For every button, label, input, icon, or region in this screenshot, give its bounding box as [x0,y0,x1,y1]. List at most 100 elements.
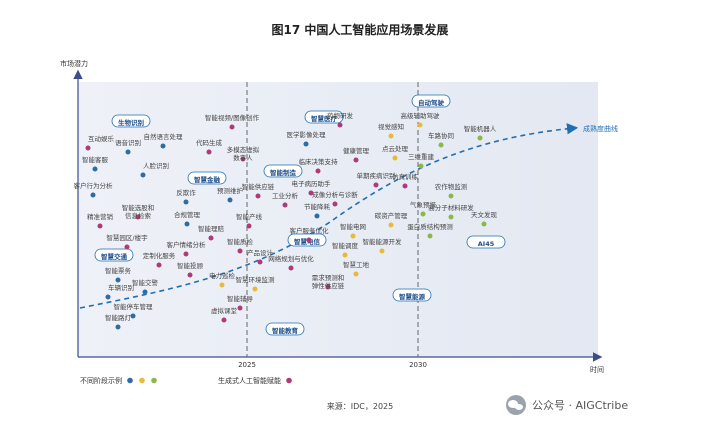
scenario-dot [314,213,320,219]
cluster-badge: 智能制造 [263,164,303,178]
scenario-dot [402,183,408,189]
watermark: 公众号 · AIGCtribe [506,395,628,415]
scenario-label: 网络规划与优化 [268,254,314,263]
cluster-label: AI45 [478,240,495,248]
scenario-dot [184,221,190,227]
cluster-badge-bg [111,114,151,128]
scenario-label: 三维重建 [408,152,435,161]
scenario-label: 智能票务 [105,266,132,275]
scenario-dot [115,277,121,283]
scenario-label: 健康管理 [343,146,370,155]
scenario-dot [206,149,212,155]
scenario-label: 高级辅助驾驶 [401,111,441,120]
scenario-label: 智慧工地 [343,260,370,269]
scenario-dot [438,142,444,148]
watermark-text: 公众号 · AIGCtribe [532,399,629,412]
cluster-badge-bg [466,235,506,249]
scenario-label: 客户服务优化 [290,226,330,235]
scenario-dot [221,317,227,323]
cluster-badge-bg [411,94,451,108]
scenario-label: 智能视频/图像创作 [205,113,260,122]
x-axis-label: 时间 [590,365,604,374]
scenario-dot [246,223,252,229]
cluster-badge-bg [94,248,134,262]
cluster-label: 智慧交通 [101,252,128,261]
scenario-label: 点云处理 [382,144,409,153]
scenario-label: 智慧环境监测 [236,275,276,284]
scenario-dot [288,265,294,271]
maturity-curve [79,123,579,309]
scenario-label: 成像分析与诊断 [312,190,358,199]
scenario-dot [255,193,261,199]
cluster-label: 自动驾驶 [418,98,445,107]
scenario-label: 智能供应链 [242,182,275,191]
scenario-label: 智能路灯 [105,313,132,322]
scenario-dot [252,286,258,292]
scenario-dot [90,192,96,198]
scenario-label: 气象预报 [410,200,437,209]
scenario-dot [379,248,385,254]
scenario-dot [229,124,235,130]
legend-swatch [286,377,292,384]
chart-title: 图17 中国人工智能应用场景发展 [272,22,449,37]
wechat-icon [506,395,526,415]
scenario-label: 预测维护 [217,186,243,195]
scenario-label: 电力巡检 [209,271,236,280]
legend-swatch [127,377,133,384]
scenario-dot [337,122,343,128]
scenario-label: 智能理赔 [198,224,225,233]
scenario-dot [92,166,98,172]
scenario-label: 智能机器人 [464,124,497,133]
scenario-dot [140,172,146,178]
cluster-badge: 生物识别 [111,114,151,128]
x-tick-2030: 2030 [409,361,427,369]
cluster-label: 智慧金融 [194,175,221,184]
scenario-label: 农作物监测 [435,182,468,191]
cluster-badge: 智能教育 [265,322,305,336]
scenario-label: 智能投顾 [177,261,204,270]
legend: 不同阶段示例 生成式人工智能赋能 [80,376,292,385]
scenario-dot [125,149,131,155]
scenario-label: 临床决策支持 [299,157,339,166]
scenario-dot [257,259,263,265]
scenario-label: 车辆识别 [108,283,134,292]
scenario-label: 智能产线 [236,212,263,221]
scenario-dot [420,211,426,217]
scenario-dot [308,190,314,196]
scenario-dot [240,156,246,162]
scenario-label: 智能电网 [340,222,366,231]
scenario-dot [342,252,348,258]
scenario-dot [156,262,162,268]
scenario-label: 反欺诈 [176,188,196,197]
cluster-badge-bg [187,171,227,185]
scenario-dot [477,135,483,141]
cluster-badge-bg [304,110,344,124]
cluster-label: 智能制造 [270,168,297,177]
scenario-label: 车路协同 [428,131,454,140]
scenario-dot [142,289,148,295]
scenario-dot [208,235,214,241]
legend-swatch [139,377,145,384]
scenario-label: 虚拟课堂 [211,306,238,315]
cluster-badge-bg [392,288,432,302]
scenario-label: 智能停车管理 [114,302,154,311]
scenario-label: 单期疾病识别 [357,171,396,180]
scenario-dot [417,122,423,128]
scenario-dot [183,199,189,205]
cluster-label: 生物识别 [118,118,145,127]
scenario-dot [105,294,111,300]
scenario-label: 智能交警 [132,278,159,287]
scenario-label: 定制化服务 [143,251,176,260]
cluster-label: 智慧能源 [399,292,426,301]
scenario-dot [332,201,338,207]
scenario-dot [392,155,398,161]
scenario-label: 智慧园区/楼宇 [106,233,148,242]
scenario-dot [325,284,331,290]
scenario-label: 蛋白质结构预测 [407,222,453,231]
scenario-dot [315,168,321,174]
scenario-dot [448,214,454,220]
scenario-dot [124,244,130,250]
scenario-dot [160,143,166,149]
scenario-points: 互动娱乐 语音识别自然语言处理智能客服人脸识别客户行为分析智能选股和信息检索精准营… [74,111,498,330]
